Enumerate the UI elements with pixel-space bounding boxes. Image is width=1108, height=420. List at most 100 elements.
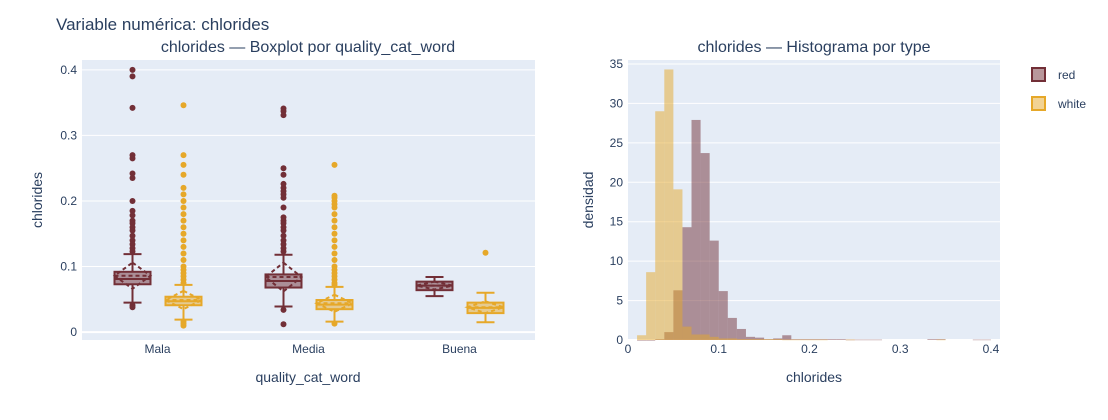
box-outlier-point — [129, 248, 136, 255]
histogram-y-tick-label: 25 — [610, 136, 624, 150]
box-mean-sd-diamond — [263, 261, 304, 293]
histogram-bar-white — [709, 336, 719, 340]
box-outlier-point — [180, 237, 187, 244]
box-outlier-point — [331, 281, 338, 288]
box-outlier-point — [180, 217, 187, 224]
histogram-y-tick-label: 0 — [616, 333, 623, 347]
box-mean-sd-diamond — [464, 300, 507, 315]
box-outlier-point — [180, 102, 187, 109]
histogram-y-tick-label: 15 — [610, 215, 624, 229]
histogram-bar-red — [827, 339, 837, 340]
box-outlier-point — [129, 175, 136, 182]
box-outlier-point — [180, 191, 187, 198]
box-outlier-point — [331, 161, 338, 168]
boxplot-x-tick-label: Buena — [442, 342, 477, 356]
box-outlier-point — [280, 232, 287, 239]
histogram-x-tick-label: 0.4 — [983, 342, 1000, 356]
box-outlier-point — [129, 212, 136, 219]
legend-swatch-red — [1031, 67, 1046, 82]
histogram-bar-red — [736, 328, 746, 340]
histogram-bar-red — [745, 336, 756, 340]
histogram-bars — [637, 69, 991, 341]
boxplot-x-tick-labels: Mala Media Buena — [144, 342, 477, 356]
histogram-bar-white — [809, 339, 819, 341]
box-outlier-point — [331, 217, 338, 224]
histogram-bar-white — [691, 334, 701, 340]
box-white-Mala — [163, 102, 204, 329]
box-outlier-point — [129, 155, 136, 162]
box-mean-sd-diamond — [314, 293, 355, 313]
histogram-bar-red — [755, 337, 765, 340]
histogram-y-axis-title: densidad — [580, 172, 596, 229]
legend-item-red[interactable]: red — [1031, 67, 1075, 82]
histogram-y-tick-label: 5 — [616, 294, 623, 308]
box-outlier-point — [280, 165, 287, 172]
histogram-panel: 0 5 10 15 20 25 30 35 0 0.1 0.2 0.3 0.4 chlorides —… — [580, 39, 1000, 385]
histogram-bar-white — [727, 338, 737, 340]
legend-swatch-white — [1031, 96, 1046, 111]
histogram-bar-white — [718, 338, 728, 340]
histogram-bar-red — [863, 339, 873, 341]
box-white-Media — [314, 161, 355, 327]
box-outlier-point — [180, 204, 187, 211]
histogram-bar-red — [682, 227, 692, 340]
boxplot-y-tick-label: 0 — [70, 325, 77, 339]
boxplot-panel: 0 0.1 0.2 0.3 0.4 Mala Media Buena chlorides —… — [29, 39, 535, 385]
box-outlier-point — [129, 304, 136, 311]
boxplot-y-tick-label: 0.2 — [60, 194, 77, 208]
histogram-bar-red — [854, 339, 864, 341]
box-outlier-point — [129, 104, 136, 111]
boxplot-marks — [112, 66, 507, 329]
box-outlier-point — [331, 211, 338, 218]
box-mean-sd-diamond — [416, 280, 453, 291]
histogram-bar-white — [682, 326, 692, 340]
boxplot-x-tick-label: Mala — [144, 342, 170, 356]
box-red-Media — [263, 105, 304, 328]
box-outlier-point — [280, 204, 287, 211]
box-outlier-point — [280, 194, 287, 201]
histogram-bar-white — [655, 111, 665, 340]
box-red-Mala — [112, 66, 153, 311]
legend-label-red: red — [1058, 68, 1075, 82]
box-outlier-point — [180, 224, 187, 231]
legend-item-white[interactable]: white — [1031, 96, 1086, 111]
histogram-x-tick-label: 0.1 — [710, 342, 727, 356]
histogram-bar-red — [691, 119, 701, 340]
histogram-bar-red — [836, 339, 846, 340]
boxplot-plot-area — [82, 60, 535, 340]
figure-title: Variable numérica: chlorides — [56, 15, 269, 34]
box-outlier-point — [331, 250, 338, 257]
box-outlier-point — [280, 112, 287, 119]
histogram-x-tick-labels: 0 0.1 0.2 0.3 0.4 — [625, 342, 1000, 356]
box-outlier-point — [129, 170, 136, 177]
histogram-bar-white — [791, 339, 801, 341]
histogram-bar-red — [972, 339, 982, 341]
histogram-bar-white — [664, 69, 674, 341]
box-outlier-point — [180, 230, 187, 237]
box-outlier-point — [129, 232, 136, 239]
box-outlier-point — [280, 248, 287, 255]
box-outlier-point — [280, 306, 287, 313]
histogram-bar-white — [755, 339, 765, 340]
box-outlier-point — [180, 243, 187, 250]
histogram-bar-white — [818, 339, 828, 341]
boxplot-x-tick-label: Media — [292, 342, 325, 356]
box-outlier-point — [129, 66, 136, 73]
histogram-bar-red — [637, 340, 647, 341]
histogram-y-tick-labels: 0 5 10 15 20 25 30 35 — [610, 57, 624, 347]
box-mean-sd-diamond — [112, 261, 153, 291]
histogram-bar-red — [981, 339, 991, 341]
box-outlier-point — [180, 257, 187, 263]
histogram-bar-white — [845, 339, 855, 341]
histogram-x-tick-label: 0.2 — [801, 342, 818, 356]
box-outlier-point — [129, 73, 136, 80]
histogram-bar-white — [773, 339, 783, 340]
legend[interactable]: red white — [1031, 67, 1086, 111]
box-outlier-point — [180, 197, 187, 204]
box-white-Buena — [464, 249, 507, 324]
histogram-bar-red — [700, 153, 710, 340]
box-outlier-point — [331, 320, 338, 327]
boxplot-y-tick-label: 0.4 — [60, 63, 77, 77]
histogram-x-axis-title: chlorides — [786, 369, 842, 385]
